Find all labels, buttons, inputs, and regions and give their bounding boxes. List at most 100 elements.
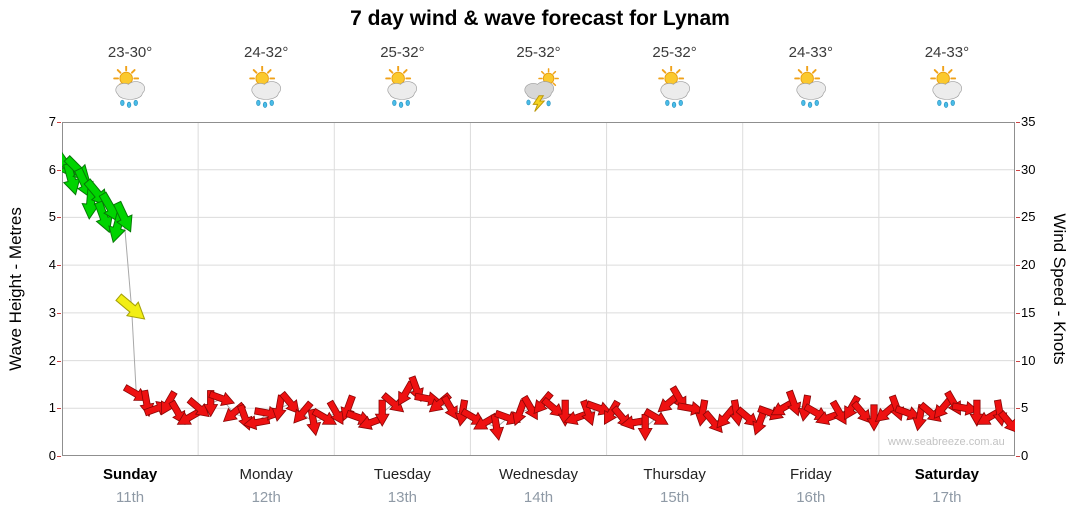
left-axis-tick-label: 2	[48, 352, 56, 368]
day-temp-range: 24-32°	[244, 44, 289, 61]
left-axis-tick-mark	[57, 360, 61, 362]
wind-arrow	[637, 413, 653, 442]
wind-arrow	[271, 394, 287, 422]
forecast-chart-plot	[62, 122, 1015, 456]
left-axis-tick-label: 0	[48, 448, 56, 463]
right-axis-tick-label: 15	[1021, 304, 1036, 320]
day-temp-range: 24-33°	[924, 44, 970, 61]
right-axis-tick-label: 5	[1021, 400, 1029, 416]
sun-cloud-rain-icon	[657, 65, 690, 108]
wind-arrow	[716, 405, 737, 429]
day-date: 16th	[796, 489, 826, 506]
wind-arrow	[489, 413, 505, 442]
day-temp-range: 24-33°	[788, 44, 833, 61]
wind-arrow	[115, 293, 146, 320]
right-axis-tick-mark	[1016, 122, 1020, 123]
right-axis-tick-label: 25	[1021, 209, 1036, 225]
watermark: www.seabreeze.com.au	[888, 436, 1005, 448]
day-temp-range: 25-32°	[516, 44, 561, 61]
right-axis-tick-label: 35	[1021, 114, 1036, 129]
right-axis-tick-label: 30	[1021, 161, 1036, 177]
wind-arrow	[398, 380, 415, 406]
wind-arrow	[512, 399, 528, 427]
left-axis-tick-mark	[57, 265, 61, 267]
wind-arrow	[311, 407, 337, 425]
day-weather-icon	[107, 65, 153, 112]
left-axis-tick-mark	[57, 169, 61, 171]
sun-cloud-rain-icon	[930, 65, 962, 108]
wind-arrow	[186, 396, 210, 418]
wind-arrow	[113, 200, 133, 233]
wind-arrow	[757, 405, 784, 421]
right-axis-tick-mark	[1016, 265, 1020, 267]
wind-arrow	[62, 162, 81, 196]
day-weather-icon	[924, 65, 970, 112]
wind-arrow	[94, 200, 113, 234]
left-axis-tick-label: 4	[48, 257, 56, 273]
sun-cloud-rain-icon	[385, 65, 418, 108]
day-date: 17th	[932, 489, 962, 506]
right-axis-tick-mark	[1016, 217, 1020, 219]
left-axis-tick-mark	[57, 122, 61, 123]
day-name: Wednesday	[499, 466, 578, 483]
day-weather-icon	[379, 65, 425, 112]
day-temp-range: 25-32°	[380, 44, 425, 61]
wind-arrow	[279, 390, 300, 415]
day-weather-icon	[243, 65, 289, 112]
day-name: Saturday	[914, 466, 979, 483]
day-date: 11th	[116, 489, 145, 506]
left-axis-tick-mark	[57, 217, 61, 219]
sun-cloud-rain-icon	[794, 65, 826, 108]
left-axis-tick-mark	[57, 312, 61, 314]
wind-arrow	[293, 400, 314, 424]
wind-arrow	[829, 399, 847, 426]
wind-arrow	[374, 399, 390, 427]
day-name: Tuesday	[373, 466, 431, 483]
plot-border	[62, 122, 1015, 456]
day-weather-icon	[652, 65, 698, 112]
wind-arrow	[851, 400, 872, 424]
sun-cloud-rain-icon	[249, 65, 282, 108]
right-axis-tick-label: 10	[1021, 352, 1036, 368]
wind-arrow	[381, 392, 405, 413]
wind-arrow	[326, 399, 344, 426]
day-name: Sunday	[103, 466, 158, 483]
day-name: Monday	[239, 466, 293, 483]
wind-arrow	[122, 384, 149, 401]
day-name: Thursday	[643, 466, 706, 483]
wind-arrow	[253, 405, 282, 421]
left-axis-tick-label: 1	[48, 400, 56, 416]
day-date: 14th	[523, 489, 554, 506]
wind-arrow	[541, 396, 565, 418]
wind-arrow	[440, 394, 458, 421]
storm-icon	[523, 68, 559, 112]
left-axis-tick-mark	[57, 408, 61, 410]
sun-cloud-rain-icon	[113, 65, 146, 108]
right-axis-tick-mark	[1016, 312, 1020, 314]
wind-arrow	[242, 415, 271, 431]
wind-arrow	[643, 407, 669, 425]
right-axis-tick-label: 0	[1021, 448, 1029, 463]
wind-arrow	[785, 389, 802, 417]
left-axis-tick-label: 5	[48, 209, 56, 225]
wind-speed-line	[65, 164, 1010, 428]
day-weather-icon	[516, 66, 562, 112]
right-axis-tick-mark	[1016, 169, 1020, 171]
right-axis-tick-mark	[1016, 408, 1020, 410]
wind-arrow	[306, 408, 322, 437]
right-axis-tick-mark	[1016, 360, 1020, 362]
left-axis-tick-label: 3	[48, 304, 56, 320]
wind-arrow	[203, 390, 219, 418]
day-temp-range: 23-30°	[107, 44, 153, 61]
left-axis-tick-label: 6	[48, 161, 56, 177]
wind-arrow	[340, 394, 356, 422]
day-date: 15th	[659, 489, 690, 506]
wind-arrow	[208, 390, 236, 406]
day-date: 12th	[251, 489, 281, 506]
wind-arrow	[997, 410, 1015, 434]
wind-arrow	[912, 403, 927, 432]
left-axis-tick-label: 7	[48, 114, 56, 129]
right-axis-tick-mark	[1016, 456, 1020, 457]
page-title: 7 day wind & wave forecast for Lynam	[350, 7, 730, 30]
